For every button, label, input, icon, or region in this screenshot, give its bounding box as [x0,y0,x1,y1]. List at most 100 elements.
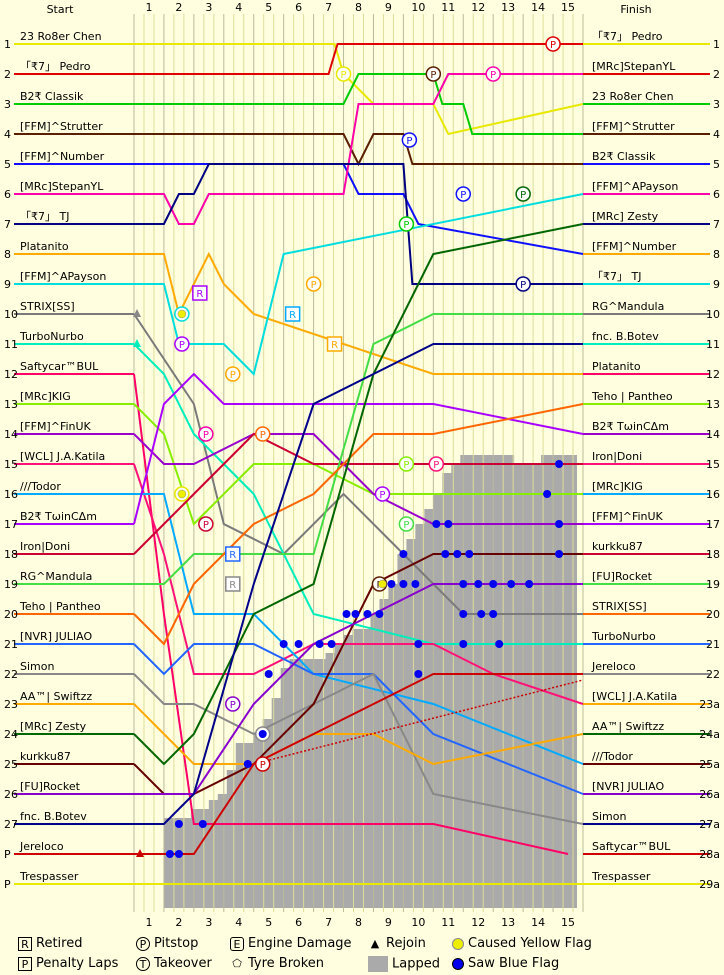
pitstop-marker-label: P [203,520,209,531]
blue-flag-marker [399,580,408,588]
legend-pitstop: P Pitstop [136,936,198,951]
blue-flag-icon [452,957,464,970]
start-position-label: 17 [4,518,18,531]
driver-trace [133,433,583,525]
blue-flag-marker [525,580,534,588]
start-position-label: 9 [4,278,11,291]
legend-yellow-label: Caused Yellow Flag [468,936,592,951]
blue-flag-marker [363,610,372,618]
legend-rejoin: ▲ Rejoin [368,936,426,951]
lap-label-top: 7 [325,1,332,14]
start-position-label: 1 [4,38,11,51]
finish-position-label: 25a [699,758,720,771]
blue-flag-marker [342,610,351,618]
event-markers: PPPPPPPPPPPPPPPPPPPPPPPPPRRRRR [132,36,564,858]
finish-position-label: 23a [699,698,720,711]
lap-label-top: 9 [385,1,392,14]
finish-position-label: 12 [706,368,720,381]
pitstop-marker [305,276,322,292]
retired-marker-label: R [229,550,236,561]
blue-flag-marker [507,580,516,588]
start-position-label: 16 [4,488,18,501]
retired-marker [225,546,241,562]
finish-driver-label: 「₹7」 TJ [592,270,641,283]
start-position-label: 27 [4,818,18,831]
start-driver-label: Simon [20,660,54,673]
start-driver-label: [WCL] J.A.Katila [20,450,105,463]
start-driver-label: 「₹7」 TJ [20,210,69,223]
finish-position-label: 15 [706,458,720,471]
finish-driver-label: [FFM]^Strutter [592,120,675,133]
start-position-label: 7 [4,218,11,231]
start-driver-label: 23 Ro8er Chen [20,30,102,43]
start-position-label: 12 [4,368,18,381]
blue-flag-marker [411,580,420,588]
start-position-label: 25 [4,758,18,771]
blue-flag-marker [441,550,450,558]
lap-label-bottom: 2 [175,916,182,929]
finish-position-label: 22 [706,668,720,681]
lap-label-bottom: 9 [385,916,392,929]
finish-position-label: 24a [699,728,720,741]
blue-flag-marker [414,640,423,648]
driver-trace [134,343,583,825]
finish-position-label: 4 [713,128,720,141]
blue-flag-marker [543,490,552,498]
start-position-label: 6 [4,188,11,201]
lap-label-top: 15 [561,1,575,14]
pitstop-marker [225,696,241,712]
legend-penalty: P Penalty Laps [18,956,118,971]
legend-engine: E Engine Damage [230,936,352,951]
driver-trace [133,432,583,555]
pitstop-icon: P [136,936,150,951]
legend-takeover-label: Takeover [154,956,212,971]
finish-position-label: 7 [713,218,720,231]
rejoin-marker [132,309,141,317]
legend-lapped-label: Lapped [392,956,440,972]
lapped-icon [368,956,388,972]
blue-flag-marker [495,640,504,648]
finish-position-label: 5 [713,158,720,171]
blue-flag-marker [174,850,183,858]
start-driver-label: [FU]Rocket [20,780,81,793]
start-position-label: 18 [4,548,18,561]
pitstop-marker [545,36,561,52]
blue-flag-marker [453,550,462,558]
pitstop-marker-label: P [520,280,526,291]
yellow-flag-marker [378,579,387,589]
start-position-label: 14 [4,428,18,441]
pitstop-marker-label: P [550,40,556,51]
start-position-label: 2 [4,68,11,81]
finish-position-label: 28a [699,848,720,861]
finish-position-label: 1 [713,38,720,51]
legend-rejoin-label: Rejoin [386,936,426,951]
position-traces [14,43,710,885]
finish-driver-label: AA™| Swiftzz [592,720,664,733]
pitstop-marker [455,186,472,202]
rejoin-marker [132,339,141,347]
pitstop-marker [225,366,241,382]
lap-label-top: 11 [441,1,455,14]
blue-flag-marker [327,640,336,648]
finish-driver-label: Simon [592,810,626,823]
takeover-icon: T [136,956,150,971]
finish-driver-label: B2₹ TωinCΔm [592,420,669,433]
pitstop-marker [198,516,214,532]
finish-driver-label: ///Todor [592,750,633,763]
pitstop-marker [254,426,271,442]
finish-driver-label: [FU]Rocket [592,570,653,583]
retired-marker-label: R [229,580,236,591]
engine-damage-icon: E [230,936,244,951]
blue-flag-marker [465,550,474,558]
yellow-flag-icon [452,937,464,950]
finish-position-label: 14 [706,428,720,441]
pitstop-marker-label: P [403,220,409,231]
pitstop-marker [515,276,531,292]
pitstop-marker [254,756,271,772]
pitstop-marker [198,426,214,442]
start-position-label: P [4,878,11,891]
pitstop-marker-label: P [379,490,385,501]
lap-label-bottom: 13 [501,916,515,929]
finish-driver-label: [FFM]^FinUK [592,510,664,523]
legend-tyre: ⬠ Tyre Broken [230,956,324,971]
